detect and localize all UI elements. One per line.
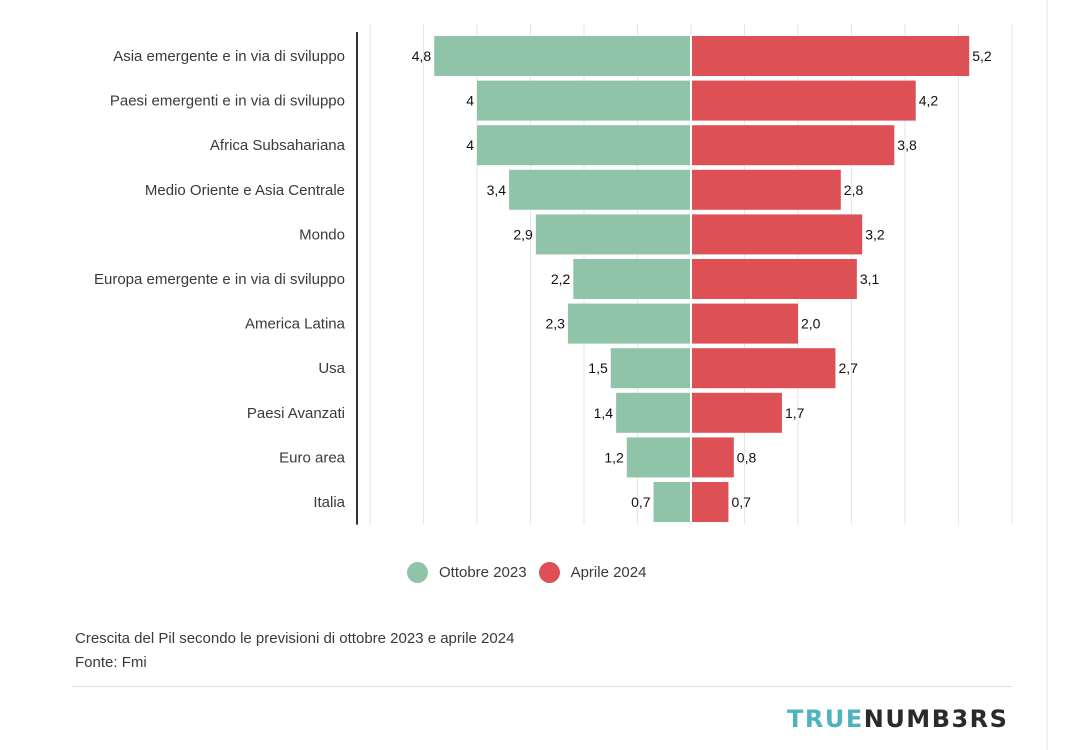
value-label-aprile-2024: 5,2	[972, 48, 992, 64]
category-label: Euro area	[279, 449, 346, 466]
bar-ottobre-2023[interactable]	[610, 348, 691, 389]
logo-part-numbers: NUMB3RS	[863, 705, 1009, 733]
caption-title: Crescita del Pil secondo le previsioni d…	[75, 630, 515, 647]
value-label-ottobre-2023: 0,7	[631, 494, 651, 510]
bar-aprile-2024[interactable]	[691, 392, 782, 433]
chart: Asia emergente e in via di sviluppo 4,8 5,…	[94, 24, 1013, 525]
category-label: Africa Subsahariana	[210, 137, 346, 154]
value-label-aprile-2024: 0,8	[737, 449, 757, 465]
bar-aprile-2024[interactable]	[691, 169, 841, 210]
value-label-aprile-2024: 0,7	[731, 494, 751, 510]
bar-aprile-2024[interactable]	[691, 259, 857, 299]
bar-ottobre-2023[interactable]	[509, 169, 691, 210]
bar-ottobre-2023[interactable]	[477, 125, 691, 166]
divider	[72, 686, 1012, 687]
value-label-aprile-2024: 4,2	[919, 93, 939, 109]
value-label-aprile-2024: 2,7	[838, 360, 858, 376]
bar-aprile-2024[interactable]	[691, 214, 863, 255]
legend: Ottobre 2023 Aprile 2024	[407, 562, 658, 583]
bar-aprile-2024[interactable]	[691, 482, 729, 522]
value-label-ottobre-2023: 3,4	[487, 182, 507, 198]
bar-ottobre-2023[interactable]	[567, 303, 691, 344]
truenumbers-logo[interactable]: TRUENUMB3RS	[787, 705, 1008, 733]
value-label-ottobre-2023: 2,2	[551, 271, 571, 287]
category-label: Paesi Avanzati	[247, 405, 345, 422]
caption: Crescita del Pil secondo le previsioni d…	[75, 627, 514, 675]
value-label-ottobre-2023: 1,4	[594, 405, 614, 421]
bar-aprile-2024[interactable]	[691, 125, 895, 166]
bar-ottobre-2023[interactable]	[477, 80, 691, 121]
legend-item-ottobre-2023[interactable]: Ottobre 2023	[407, 562, 527, 583]
category-label: Mondo	[299, 226, 345, 243]
bar-aprile-2024[interactable]	[691, 303, 798, 344]
category-label: Asia emergente e in via di sviluppo	[113, 48, 345, 65]
page-edge	[1046, 0, 1048, 750]
category-label: Europa emergente e in via di sviluppo	[94, 271, 345, 288]
bar-aprile-2024[interactable]	[691, 36, 970, 76]
bar-ottobre-2023[interactable]	[626, 437, 691, 478]
category-label: Paesi emergenti e in via di sviluppo	[110, 93, 345, 110]
labels: Asia emergente e in via di sviluppo 4,8 5,…	[94, 48, 992, 511]
category-label: Usa	[318, 360, 345, 377]
bar-aprile-2024[interactable]	[691, 80, 916, 121]
bar-aprile-2024[interactable]	[691, 348, 836, 389]
value-label-ottobre-2023: 1,5	[588, 360, 608, 376]
legend-label-ottobre-2023: Ottobre 2023	[439, 564, 527, 581]
value-label-aprile-2024: 3,8	[897, 137, 917, 153]
category-label: Medio Oriente e Asia Centrale	[145, 182, 345, 199]
value-label-ottobre-2023: 4	[466, 137, 474, 153]
value-label-aprile-2024: 2,8	[844, 182, 864, 198]
value-label-ottobre-2023: 1,2	[604, 449, 624, 465]
value-label-aprile-2024: 3,2	[865, 226, 885, 242]
category-label: Italia	[313, 494, 345, 511]
bars	[434, 36, 970, 523]
legend-item-aprile-2024[interactable]: Aprile 2024	[538, 562, 647, 583]
value-label-aprile-2024: 2,0	[801, 316, 821, 332]
bar-aprile-2024[interactable]	[691, 437, 734, 478]
value-label-aprile-2024: 3,1	[860, 271, 880, 287]
legend-swatch-aprile-2024	[538, 562, 560, 583]
value-label-aprile-2024: 1,7	[785, 405, 805, 421]
value-label-ottobre-2023: 4	[466, 93, 474, 109]
bar-ottobre-2023[interactable]	[616, 392, 691, 433]
value-label-ottobre-2023: 4,8	[412, 48, 432, 64]
caption-source: Fonte: Fmi	[75, 654, 147, 671]
value-label-ottobre-2023: 2,3	[545, 316, 565, 332]
value-label-ottobre-2023: 2,9	[513, 226, 533, 242]
logo-part-true: TRUE	[787, 705, 864, 733]
bar-ottobre-2023[interactable]	[434, 36, 691, 76]
category-label: America Latina	[245, 316, 346, 333]
legend-label-aprile-2024: Aprile 2024	[570, 564, 647, 581]
bar-ottobre-2023[interactable]	[573, 259, 691, 299]
legend-swatch-ottobre-2023	[407, 562, 428, 583]
bar-ottobre-2023[interactable]	[653, 482, 691, 522]
bar-ottobre-2023[interactable]	[535, 214, 691, 255]
